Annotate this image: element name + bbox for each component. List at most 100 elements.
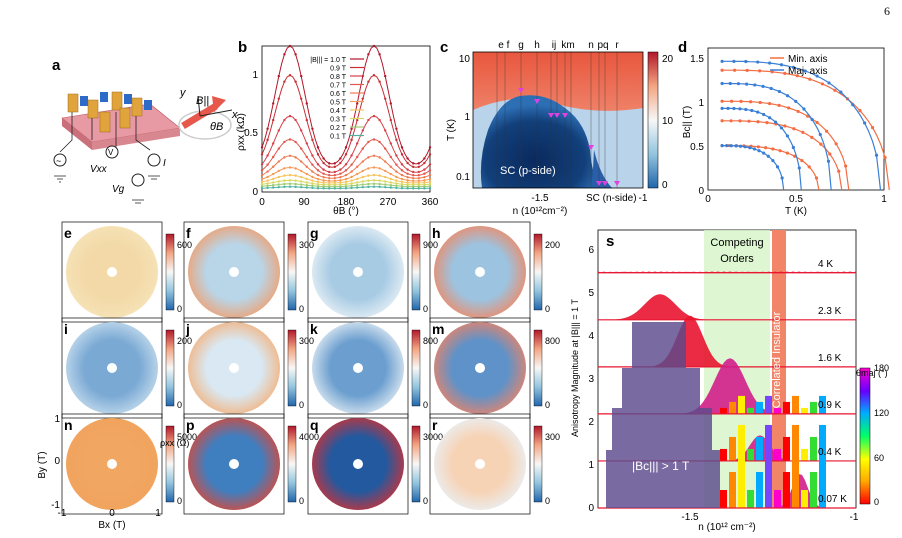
b-data-point <box>300 147 303 150</box>
b-data-point <box>356 155 359 159</box>
b-data-point <box>305 172 308 176</box>
s-trace-bar <box>747 407 754 414</box>
panel-s: |Bc||| > 1 T Competing Orders Correlated… <box>570 229 889 533</box>
c-colorbar <box>647 51 659 189</box>
map-center-hole <box>353 459 363 469</box>
b-data-point <box>333 170 336 174</box>
b-data-point <box>333 179 336 183</box>
b-data-point <box>389 142 392 145</box>
b-data-point <box>300 180 303 183</box>
map-label: f <box>186 225 191 241</box>
b-data-point <box>428 180 432 184</box>
d-series-line <box>722 60 882 191</box>
b-legend-entry: 0.1 T <box>330 134 347 141</box>
b-data-point <box>389 181 392 184</box>
b-data-point <box>260 180 264 184</box>
s-ytick-1: 1 <box>588 460 594 471</box>
map-cbar-max: 5000 <box>177 432 197 442</box>
b-data-point <box>417 187 420 190</box>
map-center-hole <box>353 267 363 277</box>
b-data-point <box>272 181 275 184</box>
c-top-letter-g: g <box>518 40 524 51</box>
b-data-point <box>333 162 336 165</box>
map-colorbar <box>165 233 175 311</box>
b-data-point <box>406 161 409 165</box>
b-data-point <box>316 169 320 172</box>
b-legend: |B||| = 1.0 T0.9 T0.8 T0.7 T0.6 T0.5 T0.… <box>310 57 364 141</box>
map-label: r <box>432 417 438 433</box>
b-data-point <box>350 175 353 179</box>
b-data-point <box>344 180 348 184</box>
s-insulator-label: Correlated Insulator <box>771 311 783 408</box>
s-temp-label: 2.3 K <box>818 306 842 317</box>
b-data-point <box>372 185 376 188</box>
b-frame <box>261 45 431 193</box>
panel-c-label: c <box>440 39 448 56</box>
panel-b-label: b <box>238 39 247 56</box>
b-data-point <box>322 181 325 184</box>
b-data-point <box>277 147 280 150</box>
b-data-point <box>356 183 359 187</box>
s-trace-bar <box>783 401 790 414</box>
s-temp-label: 0.9 K <box>818 400 842 411</box>
b-data-point <box>288 166 292 169</box>
map-center-hole <box>229 363 239 373</box>
polar-maps: e6000f3000g9000h2000i2000j3000k8000m8000… <box>61 221 560 515</box>
map-label: q <box>310 417 319 433</box>
c-xtick-1.5: -1.5 <box>531 193 549 204</box>
b-data-point <box>328 162 331 165</box>
b-data-point <box>378 80 381 83</box>
b-data-point <box>344 182 348 186</box>
d-series-line <box>722 100 850 191</box>
b-data-point <box>367 174 370 177</box>
s-ylabel: Anisotropy Magnitude at |B||| = 1 T <box>570 298 580 437</box>
b-data-point <box>260 177 264 181</box>
polar-map-f: f 300 0 <box>183 221 314 323</box>
b-data-point <box>356 102 359 105</box>
b-data-point <box>417 185 420 188</box>
maps-cbar-title: ρxx (Ω) <box>160 438 189 448</box>
map-label: g <box>310 225 319 241</box>
s-ytick-2: 2 <box>588 417 594 428</box>
b-data-point <box>361 97 364 100</box>
b-data-point <box>428 185 432 188</box>
map-label: p <box>186 417 195 433</box>
b-data-point <box>372 166 376 169</box>
s-xtick-1: -1 <box>850 512 859 523</box>
map-cbar-max: 300 <box>299 336 314 346</box>
b-data-point <box>283 167 286 170</box>
b-data-point <box>384 160 387 163</box>
s-trace-bar <box>738 424 745 461</box>
s-cbar-120: 120 <box>874 408 889 418</box>
s-trace-bar <box>774 490 781 508</box>
b-data-point <box>277 169 280 173</box>
d-data-point <box>720 106 724 110</box>
map-cbar-min: 0 <box>545 400 550 410</box>
b-data-point <box>356 181 359 184</box>
b-data-point <box>344 146 348 149</box>
b-data-point <box>311 154 314 157</box>
b-data-point <box>305 165 308 168</box>
s-trace-bar <box>792 454 799 508</box>
b-data-point <box>316 173 320 177</box>
b-data-point <box>395 184 398 187</box>
b-data-point <box>367 118 370 122</box>
map-frame <box>183 413 285 515</box>
c-top-letter-ij: ij <box>552 40 556 51</box>
b-data-point <box>339 157 342 160</box>
b-data-point <box>378 140 381 144</box>
maps-ylabel: By (T) <box>37 451 48 478</box>
b-data-point <box>372 114 376 118</box>
b-data-point <box>372 44 376 48</box>
b-data-point <box>300 175 303 179</box>
b-data-point <box>423 161 426 165</box>
b-data-point <box>378 118 381 122</box>
map-label: k <box>310 321 318 337</box>
s-trace-area <box>598 294 856 320</box>
map-frame <box>307 413 409 515</box>
b-data-point <box>406 172 409 175</box>
b-data-point <box>266 170 269 173</box>
b-data-point <box>400 186 404 190</box>
s-trace-bar <box>783 436 790 461</box>
b-data-point <box>389 186 392 189</box>
